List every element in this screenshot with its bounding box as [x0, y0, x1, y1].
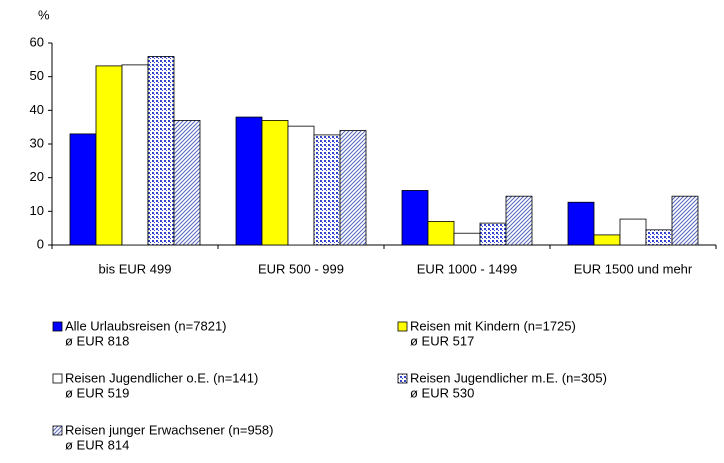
x-tick-label: EUR 1000 - 1499	[417, 261, 517, 276]
legend-label: Reisen Jugendlicher m.E. (n=305)	[410, 370, 607, 385]
y-tick-label: 50	[30, 68, 44, 83]
legend-note: ø EUR 814	[65, 437, 129, 452]
legend-label: Reisen Jugendlicher o.E. (n=141)	[65, 370, 258, 385]
bar	[671, 195, 699, 246]
legend-swatch	[52, 425, 63, 436]
x-tick-label: EUR 500 - 999	[258, 261, 344, 276]
bar	[313, 134, 341, 246]
bar	[287, 125, 315, 246]
bar	[95, 65, 123, 246]
legend-note: ø EUR 818	[65, 333, 129, 348]
bar	[479, 222, 507, 246]
bar	[401, 190, 429, 246]
bar	[235, 116, 263, 246]
bar	[69, 133, 97, 246]
y-tick-label: 20	[30, 169, 44, 184]
bar	[427, 221, 455, 246]
legend-swatch	[52, 373, 63, 384]
y-tick-label: 40	[30, 102, 44, 117]
bar	[567, 201, 595, 246]
y-tick-label: 60	[30, 34, 44, 49]
y-tick-label: 0	[37, 236, 44, 251]
bar	[339, 130, 367, 246]
bar	[619, 218, 647, 246]
legend-swatch	[52, 321, 63, 332]
y-tick-label: 10	[30, 203, 44, 218]
legend-note: ø EUR 530	[410, 385, 474, 400]
bar	[173, 120, 201, 246]
legend-label: Reisen mit Kindern (n=1725)	[410, 318, 576, 333]
bar	[453, 232, 481, 246]
legend-swatch	[397, 321, 408, 332]
legend-note: ø EUR 517	[410, 333, 474, 348]
legend-swatch	[397, 373, 408, 384]
bar	[147, 56, 175, 246]
y-axis-label: %	[38, 7, 50, 22]
legend-label: Alle Urlaubsreisen (n=7821)	[65, 318, 227, 333]
bar	[261, 120, 289, 246]
legend-label: Reisen junger Erwachsener (n=958)	[65, 422, 273, 437]
bar	[121, 64, 149, 246]
x-tick-label: EUR 1500 und mehr	[574, 261, 693, 276]
bar	[505, 195, 533, 246]
bar	[645, 229, 673, 246]
x-tick-label: bis EUR 499	[99, 261, 172, 276]
y-tick-label: 30	[30, 135, 44, 150]
legend-note: ø EUR 519	[65, 385, 129, 400]
bar	[593, 234, 621, 246]
